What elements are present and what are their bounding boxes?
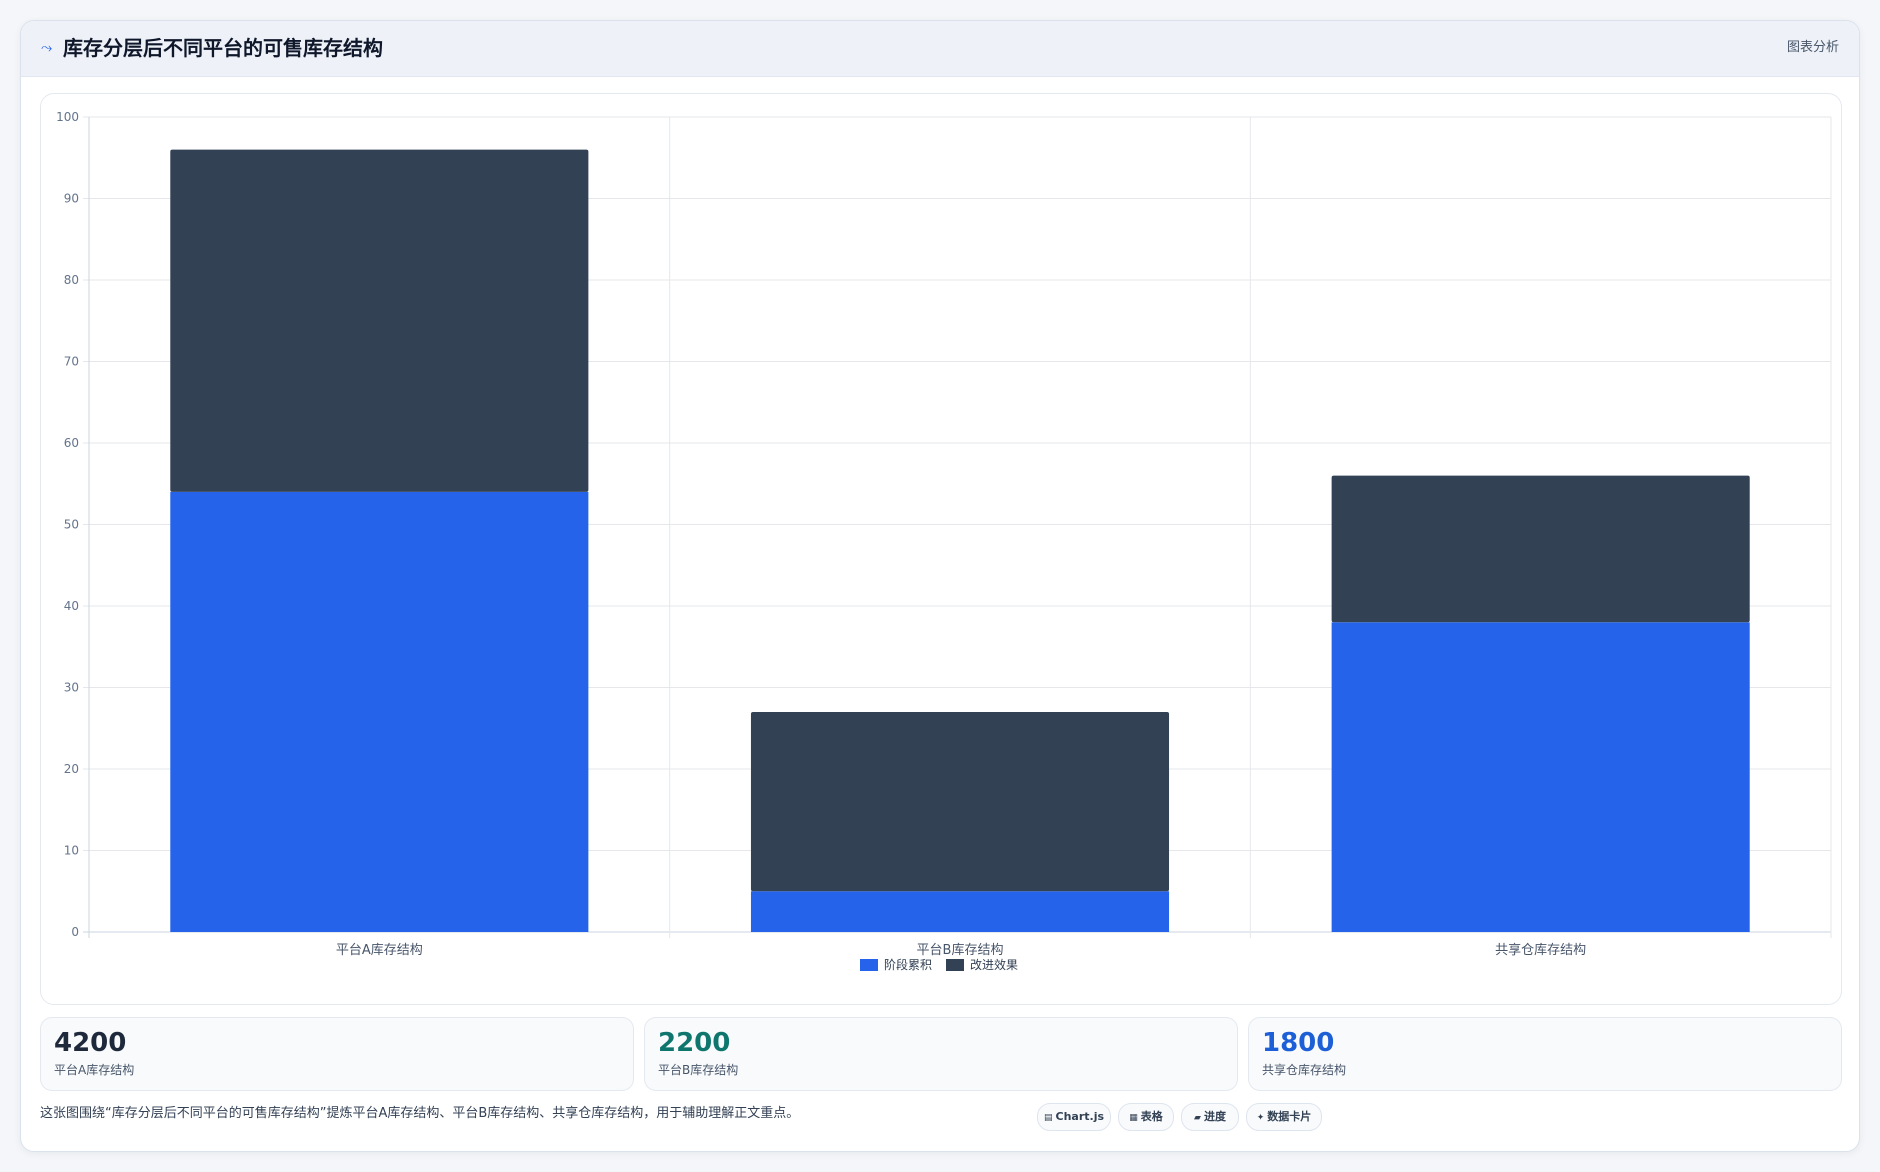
legend-label: 改进效果	[970, 957, 1018, 972]
stat-card-shared-warehouse: 1800 共享仓库存结构	[1248, 1017, 1842, 1091]
chart-icon: ▤	[1043, 1113, 1053, 1123]
stat-card-platform-a: 4200 平台A库存结构	[40, 1017, 634, 1091]
bar-series1	[1331, 622, 1750, 932]
y-tick-label: 10	[64, 844, 79, 858]
stat-value: 1800	[1262, 1028, 1335, 1058]
y-tick-label: 20	[64, 762, 79, 776]
bar-series1	[170, 491, 589, 932]
stat-label: 共享仓库存结构	[1262, 1063, 1347, 1077]
tag-label: 进度	[1203, 1110, 1226, 1123]
y-tick-label: 90	[64, 192, 79, 206]
legend-swatch	[860, 959, 878, 971]
y-tick-label: 30	[64, 681, 79, 695]
y-tick-label: 40	[64, 599, 79, 613]
tag-progress[interactable]: ▰ 进度	[1181, 1103, 1239, 1131]
stat-card-platform-b: 2200 平台B库存结构	[644, 1017, 1238, 1091]
y-tick-label: 70	[64, 355, 79, 369]
stat-value: 2200	[658, 1028, 731, 1058]
bar-series2	[750, 711, 1170, 892]
legend-swatch	[946, 959, 964, 971]
chart-analysis-link[interactable]: 图表分析	[1786, 40, 1839, 55]
legend-label: 阶段累积	[884, 957, 932, 972]
tag-label: 数据卡片	[1267, 1110, 1312, 1123]
table-icon: ▦	[1129, 1113, 1138, 1123]
progress-icon: ▰	[1194, 1113, 1201, 1123]
y-tick-label: 50	[64, 518, 79, 532]
page-title: 库存分层后不同平台的可售库存结构	[63, 36, 383, 60]
y-tick-label: 0	[71, 925, 79, 939]
tag-label: 表格	[1140, 1110, 1163, 1123]
stat-label: 平台A库存结构	[54, 1063, 135, 1077]
tag-table[interactable]: ▦ 表格	[1118, 1103, 1174, 1131]
x-tick-label: 共享仓库存结构	[1495, 942, 1586, 958]
y-tick-label: 100	[56, 110, 79, 124]
y-tick-label: 60	[64, 436, 79, 450]
bar-series2	[1331, 475, 1750, 623]
chart-panel: 0 10 20 30 40 50 60 70 80 90 100 平台A库存结构 平台B库存结构 共享仓库…	[40, 93, 1842, 1005]
stacked-bar-chart: 0 10 20 30 40 50 60 70 80 90 100 平台A库存结构 平台B库存结构 共享仓库…	[56, 110, 1832, 972]
trend-icon: ⤳	[41, 40, 53, 56]
tag-chartjs[interactable]: ▤ Chart.js	[1037, 1103, 1111, 1131]
chart-card: ⤳ 库存分层后不同平台的可售库存结构 图表分析 0 10 20 30 40 50 60 70 8…	[20, 20, 1860, 1152]
bar-series2	[170, 149, 589, 492]
stat-label: 平台B库存结构	[658, 1063, 739, 1077]
tag-label: Chart.js	[1055, 1110, 1105, 1123]
chart-description: 这张图围绕“库存分层后不同平台的可售库存结构”提炼平台A库存结构、平台B库存结构…	[40, 1106, 800, 1121]
x-tick-label: 平台B库存结构	[917, 942, 1004, 958]
card-header: ⤳ 库存分层后不同平台的可售库存结构 图表分析	[21, 21, 1859, 77]
tag-data-card[interactable]: ✦ 数据卡片	[1246, 1103, 1322, 1131]
card-icon: ✦	[1256, 1113, 1265, 1123]
y-tick-label: 80	[64, 273, 79, 287]
x-tick-label: 平台A库存结构	[336, 942, 423, 958]
bar-series1	[750, 891, 1170, 932]
stat-value: 4200	[54, 1028, 127, 1058]
